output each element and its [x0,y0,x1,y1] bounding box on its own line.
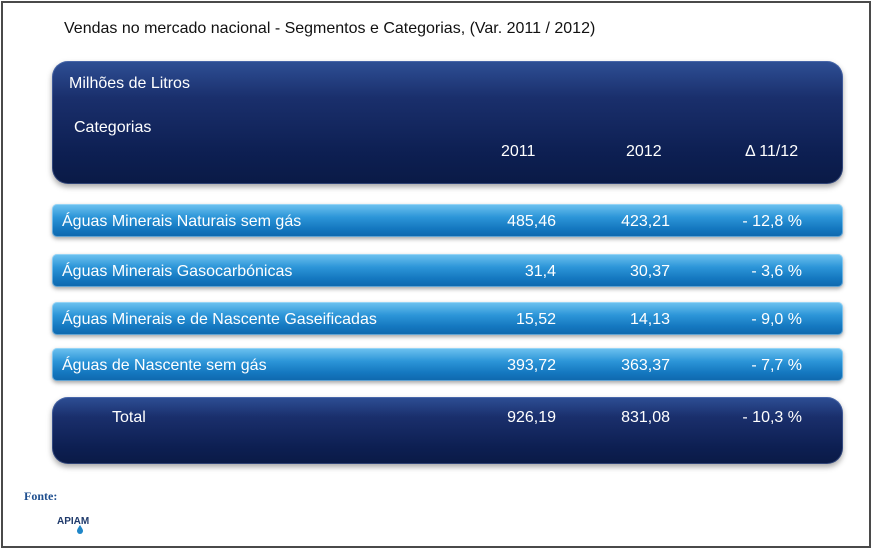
row-label: Águas de Nascente sem gás [62,357,267,374]
row-value-2011: 15,52 [515,311,556,328]
row-value-2012: 423,21 [621,213,670,230]
total-label: Total [112,409,146,426]
row-value-2012: 30,37 [629,263,670,280]
row-variation: - 7,7 % [751,357,802,374]
row-value-2012: 363,37 [621,357,670,374]
logo-text: APIAM [57,516,89,527]
table-row: Águas Minerais Naturais sem gás 485,46 4… [52,204,843,237]
column-header-2011: 2011 [501,143,536,160]
column-header-variation: Δ 11/12 [745,143,799,160]
total-row: Total 926,19 831,08 - 10,3 % [52,397,843,464]
row-value-2012: 14,13 [629,311,670,328]
row-variation: - 3,6 % [751,263,802,280]
unit-label: Milhões de Litros [69,75,190,92]
table-row: Águas Minerais Gasocarbónicas 31,4 30,37… [52,254,843,287]
row-value-2011: 31,4 [524,263,556,280]
table-header-panel: Milhões de Litros Categorias 2011 2012 Δ… [52,61,843,184]
total-value-2012: 831,08 [621,409,670,426]
column-header-2012: 2012 [626,143,662,160]
row-variation: - 12,8 % [742,213,802,230]
categories-header: Categorias [74,119,152,136]
water-drop-icon [77,525,83,534]
row-label: Águas Minerais Gasocarbónicas [62,263,293,280]
total-variation: - 10,3 % [742,409,802,426]
table-row: Águas Minerais e de Nascente Gaseificada… [52,302,843,335]
apiam-logo: APIAM [57,516,89,534]
total-value-2011: 926,19 [507,409,556,426]
row-label: Águas Minerais e de Nascente Gaseificada… [62,311,377,328]
table-row: Águas de Nascente sem gás 393,72 363,37 … [52,348,843,381]
source-label: Fonte: [24,489,58,503]
row-variation: - 9,0 % [751,311,802,328]
row-value-2011: 485,46 [507,213,556,230]
row-label: Águas Minerais Naturais sem gás [62,213,302,230]
page-title: Vendas no mercado nacional - Segmentos e… [64,20,596,37]
row-value-2011: 393,72 [507,357,556,374]
